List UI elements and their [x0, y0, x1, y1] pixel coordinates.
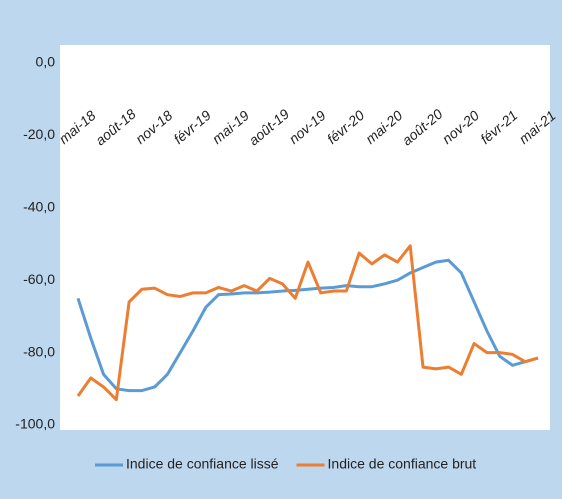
- y-tick-label: 0,0: [36, 54, 56, 70]
- legend-label: Indice de confiance lissé: [126, 456, 279, 472]
- y-tick-label: -40,0: [23, 199, 55, 215]
- y-tick-label: -60,0: [23, 271, 55, 287]
- y-tick-label: -80,0: [23, 343, 55, 359]
- plot-area: [60, 45, 550, 430]
- legend-label: Indice de confiance brut: [328, 456, 477, 472]
- y-tick-label: -20,0: [23, 126, 55, 142]
- y-tick-label: -100,0: [15, 416, 55, 432]
- series-line: [76, 258, 539, 393]
- series-line: [76, 244, 539, 402]
